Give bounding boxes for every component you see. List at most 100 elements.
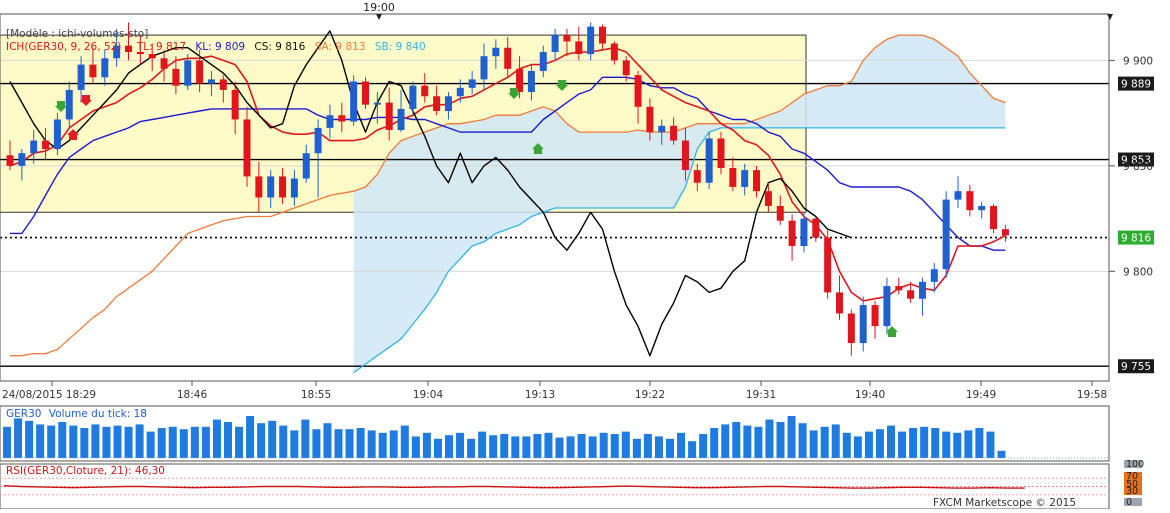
candle [421, 73, 429, 103]
x-tick-label: 19:31 [746, 389, 776, 401]
volume-bar [511, 436, 520, 458]
candle [539, 45, 547, 78]
volume-bar [102, 426, 111, 458]
cloud-layer [353, 35, 1006, 373]
volume-bar [113, 425, 122, 458]
candle-body [160, 58, 168, 69]
volume-bar [58, 422, 67, 458]
volume-bar [699, 434, 708, 458]
x-tick-label: 18:46 [177, 389, 208, 401]
volume-bar [312, 429, 321, 458]
candle-body [527, 70, 535, 93]
candle [77, 56, 85, 103]
candle [812, 216, 820, 242]
candle [681, 127, 689, 181]
candle [89, 47, 97, 84]
senkou-b-value: SB: 9 840 [375, 41, 426, 53]
candle [397, 89, 405, 133]
volume-bar [301, 419, 310, 458]
volume-bar [677, 432, 686, 458]
volume-bar [610, 434, 619, 458]
candle-body [338, 115, 346, 122]
price-level-tag [1118, 230, 1154, 245]
candle [527, 64, 535, 101]
scroll-marker-top-icon[interactable] [376, 14, 382, 20]
volume-bar [787, 416, 796, 458]
candle [788, 214, 796, 261]
volume-bar [688, 441, 697, 458]
volume-bar [632, 438, 641, 458]
volume-bar [212, 419, 221, 458]
candle [125, 22, 132, 61]
volume-bar [36, 424, 45, 458]
candle [196, 49, 204, 93]
kijun-value: KL: 9 809 [195, 41, 245, 53]
volume-bar [235, 426, 244, 458]
candle-body [77, 64, 85, 90]
candle [658, 119, 666, 145]
volume-bar [69, 425, 78, 458]
candle-body [421, 85, 429, 97]
candle-body [599, 26, 606, 44]
volume-tick-label: Volume du tick: 18 [49, 408, 147, 420]
candle [563, 28, 571, 57]
candle-body [362, 81, 369, 105]
candle-body [717, 138, 725, 168]
candle [255, 161, 263, 213]
price-level-label: 9 889 [1121, 79, 1151, 91]
senkou-a-value: SA: 9 813 [315, 41, 366, 53]
candle [717, 132, 725, 175]
volume-series-label: GER30 [6, 408, 41, 420]
x-tick-label: 19:04 [413, 389, 444, 401]
candle-body [871, 305, 879, 327]
volume-bar [864, 431, 873, 458]
volume-bar [522, 436, 531, 458]
candle-body [646, 106, 654, 133]
up-arrow-icon [532, 143, 544, 154]
candles-layer [6, 22, 1009, 356]
senkou-b-line [353, 127, 1006, 374]
candle-body [942, 199, 950, 270]
candle-body [101, 58, 109, 78]
candle [302, 144, 310, 183]
volume-bar [356, 428, 365, 458]
volume-bar [279, 425, 288, 458]
candle-body [385, 102, 393, 131]
candle-body [539, 51, 547, 71]
volume-bar [964, 430, 973, 458]
up-arrow-icon [886, 326, 898, 337]
candle-body [30, 140, 38, 154]
volume-bar [533, 434, 542, 458]
volume-bar [201, 426, 210, 458]
y-tick-label: 9 900 [1123, 55, 1153, 67]
candle-body [314, 127, 322, 154]
top-time-label: 19:00 [363, 1, 395, 14]
ichimoku-legend: ICH(GER30, 9, 26, 52) - TL: 9 817 KL: 9 … [6, 41, 426, 53]
candle-body [859, 305, 867, 344]
candle-body [930, 269, 938, 282]
volume-bar [710, 428, 719, 458]
candle-body [622, 60, 630, 76]
volume-bar [179, 429, 188, 458]
candle-body [764, 191, 772, 206]
volume-bar [367, 430, 376, 458]
volume-bar [666, 438, 674, 458]
volume-bar [588, 436, 597, 458]
candle [646, 98, 654, 141]
candle-body [907, 290, 915, 299]
candle-body [918, 281, 926, 299]
candle [954, 176, 962, 209]
candle [764, 182, 772, 213]
candle [444, 92, 452, 120]
scroll-marker-right-icon[interactable] [1107, 14, 1113, 20]
candle-body [575, 41, 583, 55]
candle [753, 165, 761, 198]
candle-body [800, 218, 808, 247]
volume-bar [91, 424, 100, 458]
candle [385, 87, 393, 141]
volume-bar [224, 422, 232, 458]
candle [290, 170, 298, 206]
candle [978, 201, 986, 219]
